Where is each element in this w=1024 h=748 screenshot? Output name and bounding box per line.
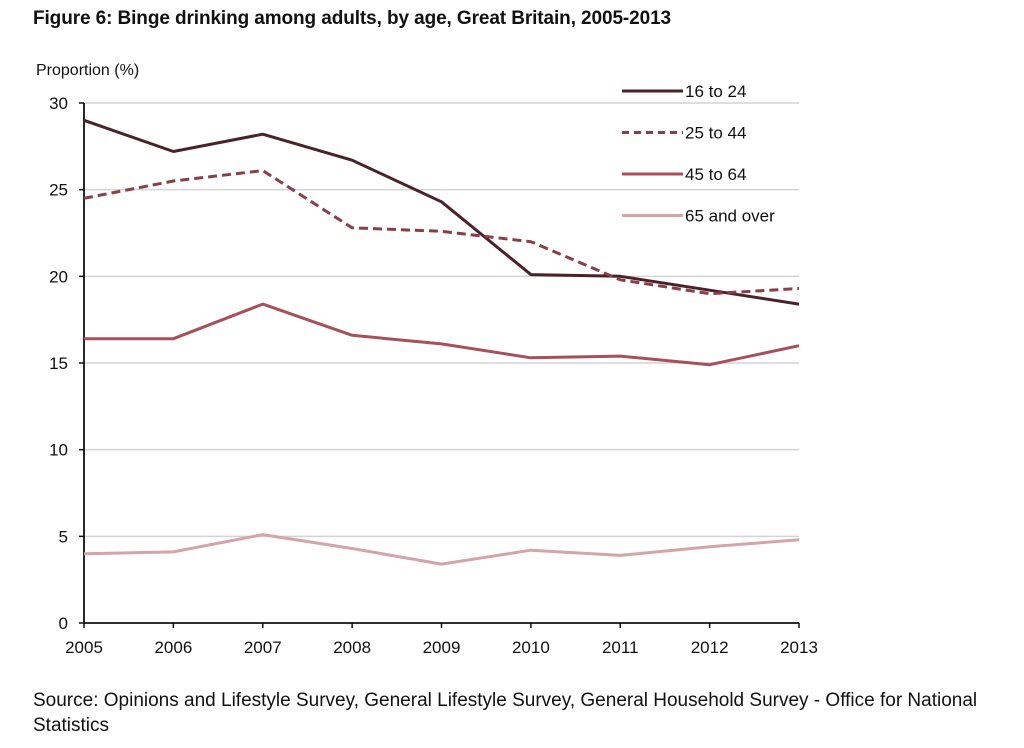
x-tick-label: 2006: [154, 638, 192, 657]
x-tick-label: 2012: [691, 638, 729, 657]
y-tick-label: 5: [59, 527, 68, 546]
y-tick-label: 30: [49, 94, 68, 113]
x-tick-label: 2007: [244, 638, 282, 657]
legend-label: 16 to 24: [685, 82, 746, 101]
x-tick-label: 2009: [423, 638, 461, 657]
x-tick-label: 2010: [512, 638, 550, 657]
legend-label: 65 and over: [685, 207, 775, 226]
chart-title: Figure 6: Binge drinking among adults, b…: [33, 8, 672, 29]
y-tick-label: 0: [59, 614, 68, 633]
axes: 0 5 10 15 20 25 30 2005 2006 2007 2008 2009 2010 2011…: [49, 94, 818, 657]
legend-label: 45 to 64: [685, 165, 746, 184]
source-note: Source: Opinions and Lifestyle Survey, G…: [33, 690, 978, 736]
series-line-65-and-over: [83, 533, 800, 566]
y-axis-label: Proportion (%): [36, 62, 139, 79]
legend-label: 25 to 44: [685, 124, 746, 143]
line-chart: 0 5 10 15 20 25 30 2005 2006 2007 2008 2009 2010 2011…: [36, 62, 818, 657]
series-line-25-to-44: [83, 169, 800, 296]
x-tick-label: 2013: [780, 638, 818, 657]
series-lines: [83, 118, 800, 566]
y-tick-label: 25: [49, 181, 68, 200]
x-tick-label: 2011: [602, 638, 639, 657]
x-tick-label: 2005: [65, 638, 103, 657]
x-tick-label: 2008: [333, 638, 371, 657]
y-tick-label: 15: [49, 354, 68, 373]
legend: 16 to 24 25 to 44 45 to 64 65 and over: [622, 82, 775, 226]
y-tick-label: 10: [49, 441, 68, 460]
series-line-45-to-64: [84, 302, 800, 367]
y-tick-label: 20: [49, 267, 68, 286]
